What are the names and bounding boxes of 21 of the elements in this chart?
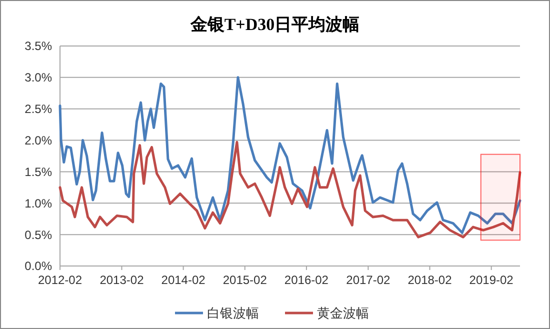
y-tick-label: 0.5% (24, 228, 52, 242)
x-tick-label: 2017-02 (346, 273, 391, 287)
x-tick-label: 2015-02 (222, 273, 268, 287)
x-tick-label: 2014-02 (161, 273, 206, 287)
legend-label: 白银波幅 (207, 306, 259, 321)
line-series (58, 140, 522, 238)
y-tick-label: 0.0% (24, 259, 52, 274)
x-tick-label: 2019-02 (469, 273, 514, 287)
x-tick-label: 2013-02 (100, 273, 144, 287)
x-tick-label: 2012-02 (38, 273, 82, 287)
y-tick-label: 3.5% (24, 39, 52, 54)
y-tick-label: 1.0% (24, 196, 52, 210)
y-tick-label: 3.0% (24, 70, 52, 85)
y-tick-label: 1.5% (24, 164, 52, 179)
chart-title: 金银T+D30日平均波幅 (189, 15, 360, 34)
x-tick-label: 2016-02 (284, 273, 329, 287)
y-tick-label: 2.5% (24, 102, 52, 116)
y-tick-label: 2.0% (24, 133, 52, 148)
legend-label: 黄金波幅 (317, 306, 369, 321)
x-tick-label: 2018-02 (408, 273, 452, 287)
line-series (58, 76, 522, 234)
